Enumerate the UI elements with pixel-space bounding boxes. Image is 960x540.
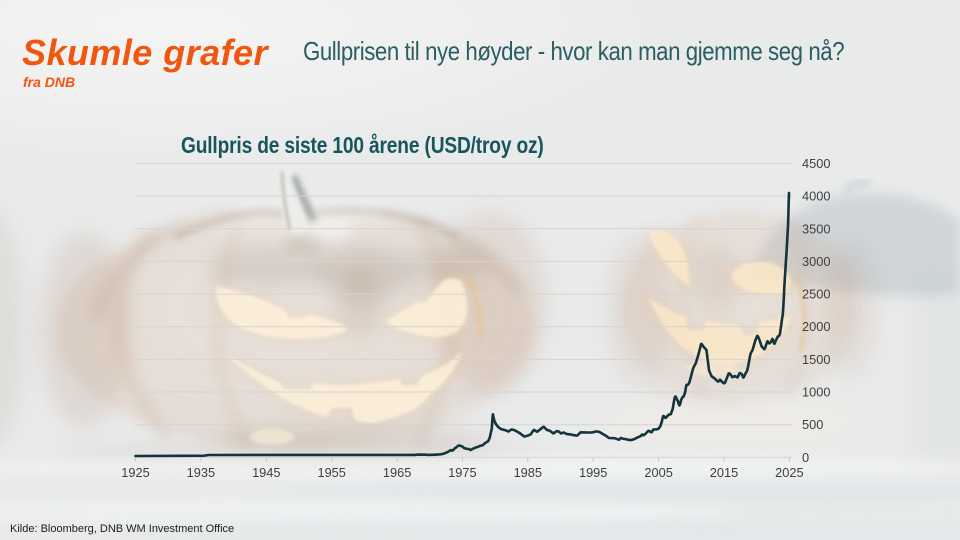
svg-text:1965: 1965 xyxy=(383,465,411,480)
svg-text:1955: 1955 xyxy=(317,465,345,480)
svg-text:2025: 2025 xyxy=(775,465,803,480)
svg-text:2005: 2005 xyxy=(644,465,672,480)
svg-text:2500: 2500 xyxy=(802,287,830,302)
svg-text:2000: 2000 xyxy=(802,319,830,334)
svg-text:1500: 1500 xyxy=(802,352,830,367)
svg-text:1935: 1935 xyxy=(187,465,215,480)
svg-text:1000: 1000 xyxy=(802,385,830,400)
svg-text:1925: 1925 xyxy=(121,465,149,480)
svg-text:1995: 1995 xyxy=(579,465,607,480)
svg-text:3000: 3000 xyxy=(802,254,830,269)
svg-text:4000: 4000 xyxy=(802,189,830,204)
svg-text:0: 0 xyxy=(802,450,809,465)
svg-text:4500: 4500 xyxy=(802,156,830,171)
svg-text:1945: 1945 xyxy=(252,465,280,480)
svg-text:500: 500 xyxy=(802,417,823,432)
svg-text:2015: 2015 xyxy=(710,465,738,480)
svg-text:1975: 1975 xyxy=(448,465,476,480)
svg-text:1985: 1985 xyxy=(514,465,542,480)
svg-text:3500: 3500 xyxy=(802,221,830,236)
